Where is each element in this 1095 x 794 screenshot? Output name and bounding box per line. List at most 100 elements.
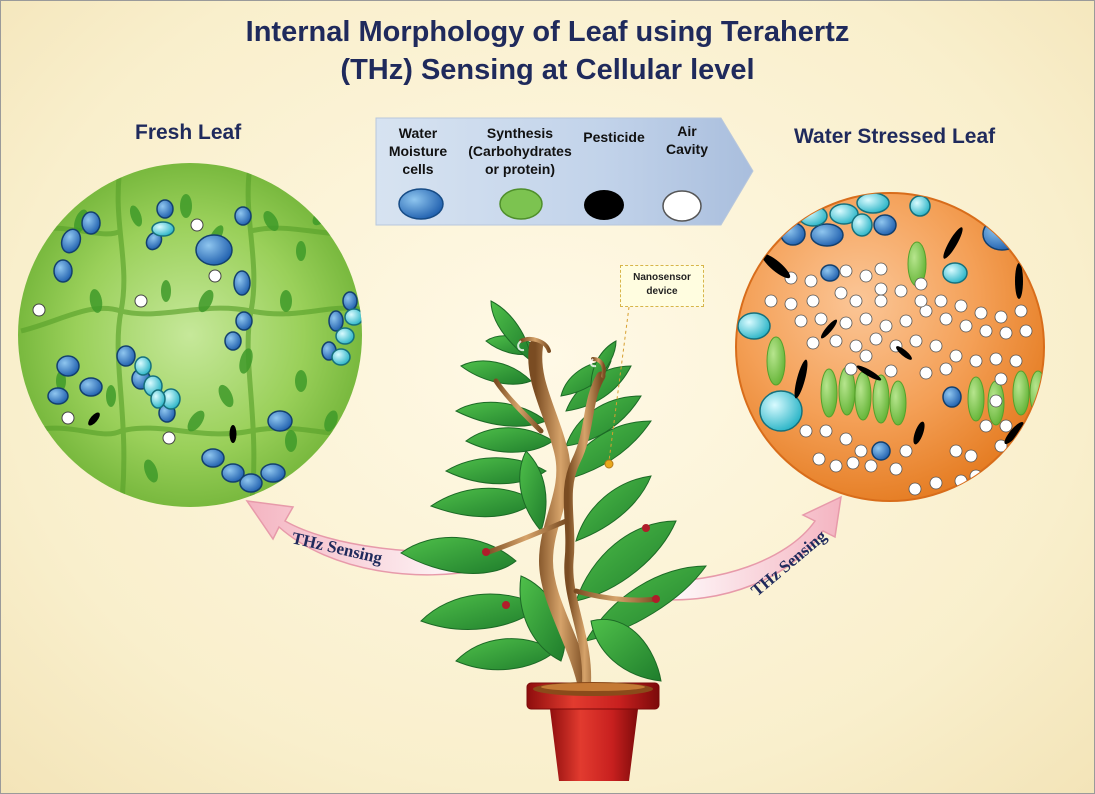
air-cavity bbox=[804, 274, 818, 288]
air-cavity bbox=[869, 332, 883, 346]
legend-water-label: Water Moisture cells bbox=[381, 124, 455, 178]
legend-water-cell-icon bbox=[398, 188, 444, 220]
legend-water-line-1: Water bbox=[398, 125, 438, 141]
flower-pot bbox=[526, 682, 660, 781]
air-cavity bbox=[839, 264, 853, 278]
air-cavity bbox=[979, 324, 993, 338]
air-cavity bbox=[874, 282, 888, 296]
air-cavity bbox=[1009, 354, 1023, 368]
nanosensor-line-1: Nanosensor bbox=[633, 272, 691, 283]
legend-synthesis-line-3: or protein) bbox=[485, 161, 555, 177]
legend-air-cavity-icon bbox=[662, 190, 702, 222]
air-cavity bbox=[812, 452, 826, 466]
fresh-leaf-heading: Fresh Leaf bbox=[135, 121, 242, 144]
stressed-air-cavities bbox=[764, 262, 1033, 496]
plant-stem bbox=[483, 337, 659, 698]
fresh-pesticides bbox=[88, 412, 237, 443]
nanosensor-line-2: device bbox=[646, 286, 678, 297]
diagram-title: Internal Morphology of Leaf using Terahe… bbox=[1, 13, 1094, 89]
air-cavity bbox=[806, 336, 820, 350]
legend-pesticide-label: Pesticide bbox=[575, 128, 653, 146]
air-cavity bbox=[934, 294, 948, 308]
stressed-pesticides bbox=[761, 227, 1024, 445]
air-cavity bbox=[969, 354, 983, 368]
air-cavity bbox=[794, 314, 808, 328]
air-cavity bbox=[829, 334, 843, 348]
air-cavity bbox=[909, 334, 923, 348]
legend-water-line-2: Moisture bbox=[388, 143, 448, 159]
legend-air-line-1: Air bbox=[677, 123, 697, 139]
air-cavity bbox=[834, 286, 848, 300]
air-cavity bbox=[949, 444, 963, 458]
air-cavity bbox=[939, 312, 953, 326]
air-cavity bbox=[879, 319, 893, 333]
legend-synthesis-icon bbox=[499, 188, 543, 220]
sensing-points bbox=[482, 524, 660, 609]
air-cavity bbox=[994, 439, 1008, 453]
air-cavity bbox=[954, 299, 968, 313]
nanosensor-pointer bbox=[608, 306, 630, 462]
air-cavity bbox=[1019, 324, 1033, 338]
air-cavity bbox=[994, 372, 1008, 386]
air-cavity bbox=[929, 339, 943, 353]
legend-pesticide-line-1: Pesticide bbox=[583, 129, 645, 145]
air-cavity bbox=[969, 469, 983, 483]
chloroplasts bbox=[56, 194, 338, 483]
legend-water-line-3: cells bbox=[402, 161, 434, 177]
air-cavity bbox=[859, 349, 873, 363]
plant-illustration bbox=[400, 300, 707, 781]
air-cavity bbox=[894, 284, 908, 298]
plant-curls bbox=[517, 340, 597, 368]
air-cavity bbox=[874, 294, 888, 308]
air-cavity bbox=[854, 444, 868, 458]
air-cavity bbox=[849, 339, 863, 353]
fresh-leaf-micrograph bbox=[18, 163, 362, 507]
air-cavity bbox=[999, 326, 1013, 340]
air-cavity bbox=[919, 304, 933, 318]
stressed-cyan-cells bbox=[737, 193, 968, 432]
fresh-leaf-contents bbox=[20, 163, 362, 507]
air-cavity bbox=[844, 362, 858, 376]
air-cavity bbox=[764, 294, 778, 308]
legend-pesticide-icon bbox=[584, 190, 624, 220]
air-cavity bbox=[989, 352, 1003, 366]
air-cavity bbox=[959, 319, 973, 333]
air-cavity bbox=[839, 316, 853, 330]
air-cavity bbox=[914, 277, 928, 291]
air-cavity bbox=[829, 459, 843, 473]
left-thz-sensing-label: THz Sensing bbox=[290, 528, 385, 567]
legend-synthesis-line-2: (Carbohydrates bbox=[468, 143, 572, 159]
air-cavity bbox=[994, 310, 1008, 324]
air-cavity bbox=[839, 432, 853, 446]
fresh-cyan-cells bbox=[134, 221, 362, 410]
air-cavity bbox=[974, 306, 988, 320]
air-cavity bbox=[819, 424, 833, 438]
air-cavity bbox=[814, 312, 828, 326]
air-cavity bbox=[939, 362, 953, 376]
air-cavity bbox=[949, 349, 963, 363]
air-cavity bbox=[1014, 304, 1028, 318]
air-cavity bbox=[784, 297, 798, 311]
air-cavity bbox=[964, 449, 978, 463]
water-stressed-leaf-heading: Water Stressed Leaf bbox=[794, 125, 996, 148]
air-cavity bbox=[859, 269, 873, 283]
air-cavity bbox=[899, 444, 913, 458]
air-cavity bbox=[846, 456, 860, 470]
legend bbox=[375, 117, 754, 226]
air-cavity bbox=[849, 294, 863, 308]
air-cavity bbox=[884, 364, 898, 378]
air-cavity bbox=[806, 294, 820, 308]
legend-band bbox=[375, 117, 754, 226]
fresh-water-cells bbox=[47, 199, 358, 493]
water-stressed-leaf-micrograph bbox=[735, 192, 1045, 502]
legend-air-line-2: Cavity bbox=[665, 141, 709, 157]
nanosensor-dot bbox=[604, 459, 614, 469]
title-line-1: Internal Morphology of Leaf using Terahe… bbox=[245, 16, 850, 48]
air-cavity bbox=[859, 312, 873, 326]
air-cavity bbox=[989, 394, 1003, 408]
air-cavity bbox=[908, 482, 922, 496]
title-line-2: (THz) Sensing at Cellular level bbox=[340, 54, 755, 86]
plant-leaves bbox=[400, 300, 707, 682]
